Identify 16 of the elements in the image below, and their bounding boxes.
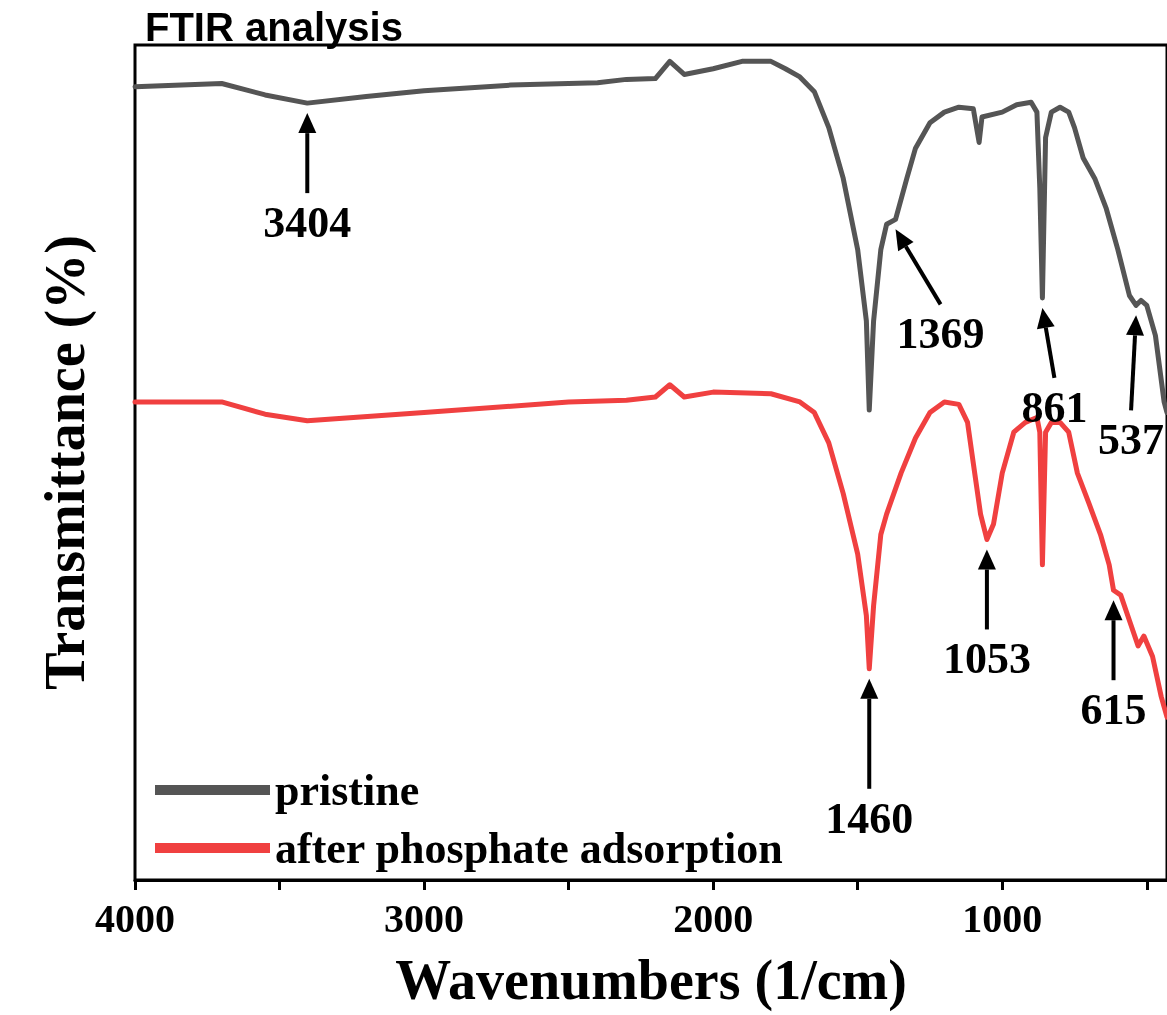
annotation: 861 bbox=[1021, 382, 1088, 432]
x-tick-label: 3000 bbox=[384, 895, 465, 941]
legend-label: after phosphate adsorption bbox=[275, 823, 783, 873]
annotation: 1369 bbox=[896, 309, 985, 359]
annotation: 3404 bbox=[263, 198, 352, 248]
chart-title: FTIR analysis bbox=[145, 5, 403, 49]
x-tick-label: 1000 bbox=[962, 895, 1043, 941]
x-tick-label: 4000 bbox=[95, 895, 175, 941]
legend-label: pristine bbox=[275, 765, 420, 815]
annotation: 537 bbox=[1098, 415, 1164, 465]
annotation: 615 bbox=[1080, 685, 1147, 735]
annotation: 1460 bbox=[825, 793, 914, 843]
x-tick-label: 2000 bbox=[673, 895, 754, 941]
y-axis-title: Transmittance (%) bbox=[34, 235, 97, 690]
annotation: 1053 bbox=[942, 634, 1031, 684]
x-axis-title: Wavenumbers (1/cm) bbox=[395, 949, 907, 1012]
